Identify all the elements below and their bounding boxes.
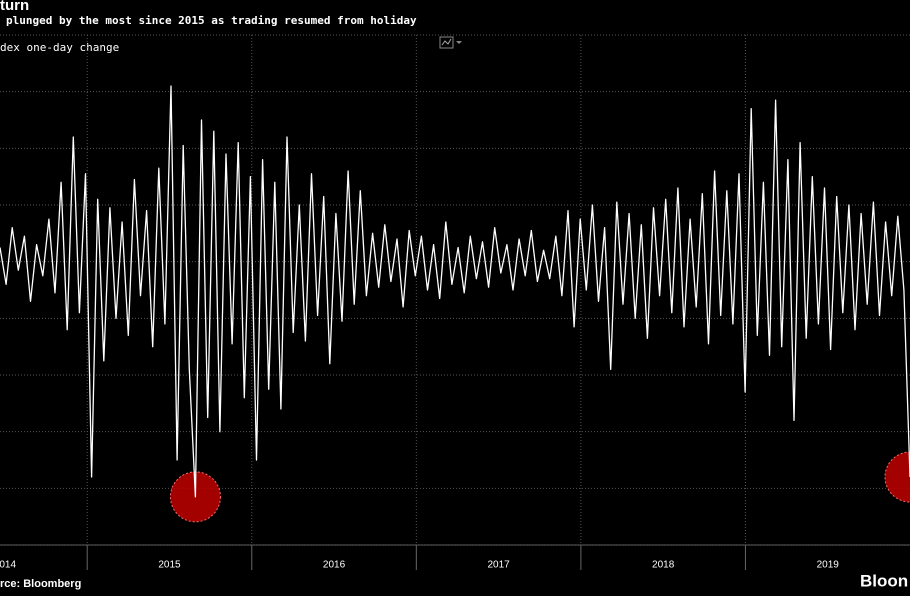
source: rce: Bloomberg: [0, 578, 81, 590]
x-tick-label: 2015: [158, 560, 181, 571]
x-tick-label: 2018: [652, 560, 675, 571]
x-tick-label: 2014: [0, 560, 16, 571]
chart-subtitle: plunged by the most since 2015 as tradin…: [6, 14, 417, 27]
data-line: [0, 85, 910, 498]
highlight-circle: [884, 451, 910, 503]
legend-label: dex one-day change: [0, 41, 119, 54]
brand-logo: Bloon: [860, 571, 908, 590]
legend-icon-line: [441, 38, 452, 46]
x-tick-label: 2017: [487, 560, 510, 571]
chart-title: turn: [0, 0, 29, 14]
legend-icon[interactable]: [439, 36, 454, 49]
x-tick-label: 2016: [323, 560, 346, 571]
legend-dropdown[interactable]: [456, 41, 462, 44]
x-tick-label: 2019: [817, 560, 840, 571]
